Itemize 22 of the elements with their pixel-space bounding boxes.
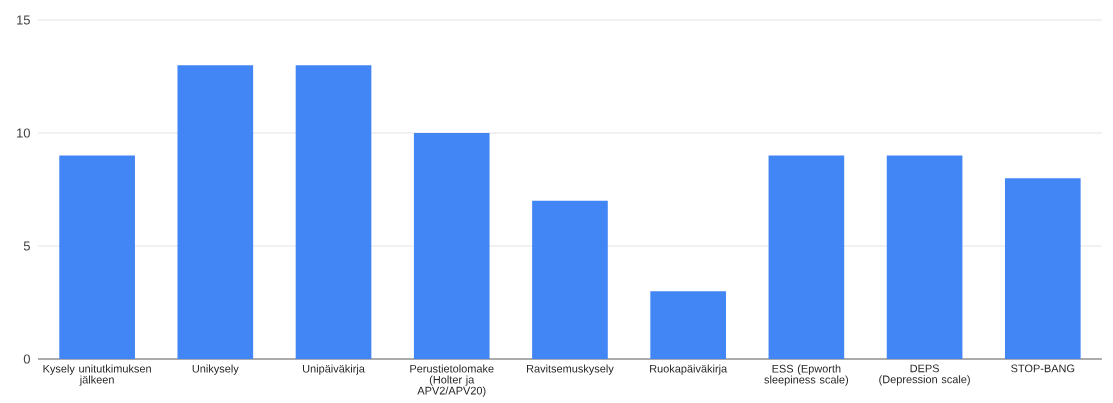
y-tick-label: 10	[17, 128, 30, 138]
y-tick-label: 15	[17, 15, 30, 25]
bar	[177, 65, 254, 359]
bar	[768, 155, 845, 359]
x-tick-label: Perustietolomake (Holter ja APV2/APV20)	[410, 364, 494, 397]
x-tick-label: Unipäiväkirja	[303, 364, 365, 375]
bar	[886, 155, 963, 359]
x-tick-label: DEPS (Depression scale)	[879, 364, 970, 386]
x-tick-label: Ruokapäiväkirja	[650, 364, 728, 375]
bar	[295, 65, 372, 359]
bar	[1004, 178, 1081, 359]
bar	[413, 133, 490, 359]
x-tick-label: Ravitsemuskysely	[527, 364, 614, 375]
x-tick-label: Kysely unitutkimuksen jälkeen	[43, 364, 151, 386]
bar	[532, 200, 608, 359]
bar	[59, 155, 135, 359]
x-tick-label: ESS (Epworth sleepiness scale)	[764, 364, 849, 386]
x-tick-label: STOP-BANG	[1011, 364, 1075, 373]
y-tick-label: 0	[23, 354, 30, 364]
x-tick-label: Unikysely	[192, 364, 239, 375]
bar	[650, 291, 726, 359]
y-tick-label: 5	[23, 241, 30, 251]
